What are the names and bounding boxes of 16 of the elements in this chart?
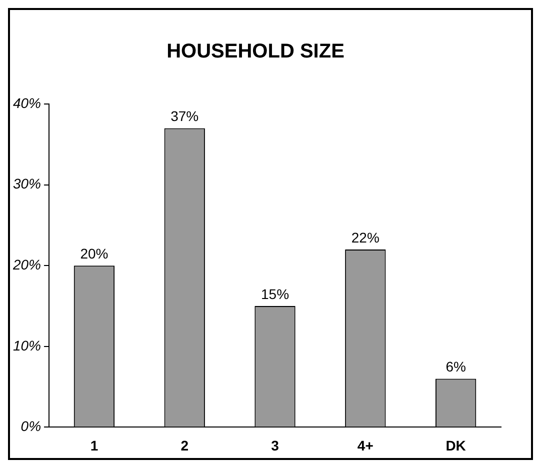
y-tick-label: 20%: [12, 256, 42, 272]
y-tick-label: 10%: [12, 337, 42, 354]
x-tick-label: DK: [446, 437, 466, 454]
y-tick-label: 40%: [12, 94, 42, 111]
data-label: 22%: [351, 229, 380, 246]
x-tick-label: 2: [180, 437, 189, 454]
data-label: 37%: [170, 108, 199, 124]
x-tick-label: 3: [271, 437, 280, 454]
data-label: 20%: [80, 245, 108, 262]
y-tick-label: 30%: [12, 176, 42, 192]
data-label: 15%: [260, 286, 290, 302]
x-tick-label: 1: [90, 437, 98, 454]
x-tick-label: 4+: [357, 437, 374, 454]
chart-title: HOUSEHOLD SIZE: [166, 40, 344, 63]
y-tick-label: 0%: [20, 418, 42, 434]
data-label: 6%: [446, 358, 466, 375]
